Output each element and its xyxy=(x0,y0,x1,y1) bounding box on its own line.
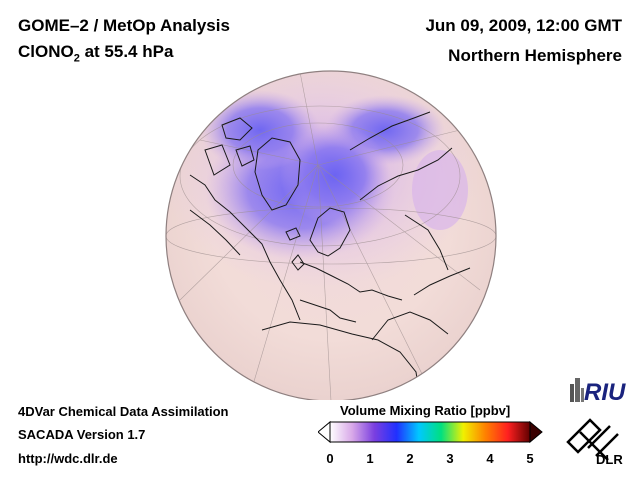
colorbar-title: Volume Mixing Ratio [ppbv] xyxy=(340,403,511,418)
dlr-logo: DLR xyxy=(566,418,623,467)
footer-url[interactable]: http://wdc.dlr.de xyxy=(18,451,118,466)
colorbar-tick-label: 5 xyxy=(526,451,534,466)
instrument-title: GOME–2 / MetOp Analysis xyxy=(18,16,230,35)
species-title: ClONO2 at 55.4 hPa xyxy=(18,42,173,64)
region-label: Northern Hemisphere xyxy=(448,46,622,65)
colorbar xyxy=(318,420,543,444)
dlr-logo-text: DLR xyxy=(596,452,623,467)
riu-logo-text: RIU xyxy=(584,379,626,406)
footer-version: SACADA Version 1.7 xyxy=(18,427,146,442)
datetime-label: Jun 09, 2009, 12:00 GMT xyxy=(425,16,622,35)
colorbar-tick-label: 3 xyxy=(446,451,454,466)
colorbar-min-arrow xyxy=(318,420,331,444)
footer-method: 4DVar Chemical Data Assimilation xyxy=(18,404,229,419)
colorbar-max-arrow xyxy=(529,420,543,444)
species-suffix: at 55.4 hPa xyxy=(79,42,174,61)
riu-logo: RIU xyxy=(570,378,626,406)
colorbar-tick-label: 2 xyxy=(406,451,414,466)
colorbar-tick-label: 0 xyxy=(326,451,334,466)
species-prefix: ClONO xyxy=(18,42,74,61)
colorbar-tick-label: 1 xyxy=(366,451,374,466)
colorbar-bar xyxy=(329,421,531,443)
species-subscript: 2 xyxy=(73,52,80,65)
globe-map xyxy=(165,70,497,400)
colorbar-tick-label: 4 xyxy=(486,451,494,466)
